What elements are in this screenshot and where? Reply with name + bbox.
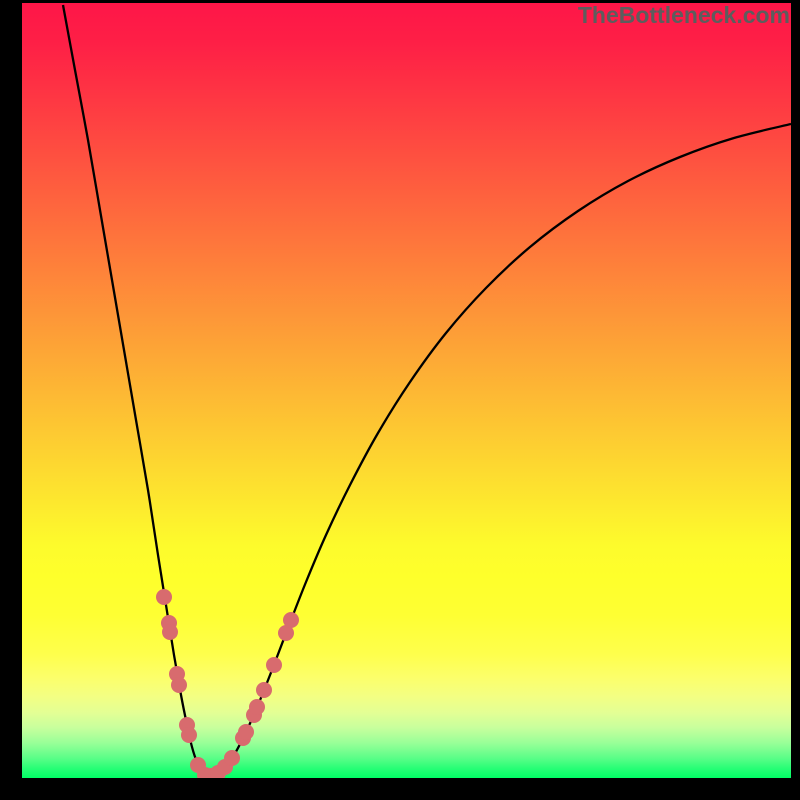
watermark: TheBottleneck.com xyxy=(578,2,790,29)
data-marker xyxy=(238,724,254,740)
plot-area xyxy=(22,3,791,778)
data-marker xyxy=(256,682,272,698)
data-marker xyxy=(181,727,197,743)
data-marker xyxy=(283,612,299,628)
bottleneck-chart: TheBottleneck.com xyxy=(0,0,800,800)
curve-layer xyxy=(22,3,791,778)
bottleneck-curve xyxy=(63,5,791,776)
data-marker xyxy=(224,750,240,766)
data-markers xyxy=(156,589,299,778)
data-marker xyxy=(171,677,187,693)
data-marker xyxy=(156,589,172,605)
data-marker xyxy=(249,699,265,715)
data-marker xyxy=(266,657,282,673)
data-marker xyxy=(162,624,178,640)
